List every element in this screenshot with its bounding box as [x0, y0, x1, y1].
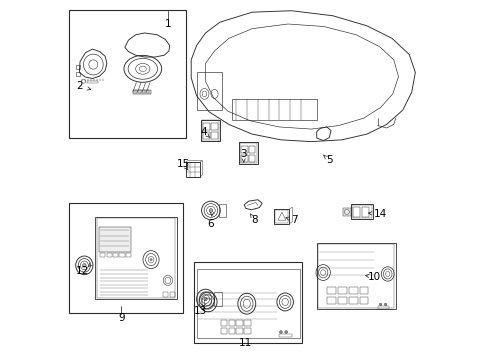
Text: 3: 3 — [240, 149, 246, 159]
Bar — [360, 297, 368, 305]
Bar — [275, 210, 289, 223]
Bar — [107, 253, 112, 257]
Bar — [76, 65, 80, 69]
Ellipse shape — [209, 209, 213, 212]
Text: 5: 5 — [326, 155, 333, 165]
Bar — [196, 269, 300, 338]
Bar — [274, 209, 290, 224]
Ellipse shape — [204, 297, 207, 301]
Bar — [126, 253, 131, 257]
Ellipse shape — [82, 264, 86, 267]
Bar — [201, 120, 220, 141]
Ellipse shape — [150, 258, 152, 261]
Ellipse shape — [379, 303, 382, 306]
Ellipse shape — [279, 330, 282, 333]
Text: 6: 6 — [208, 219, 214, 229]
Bar — [362, 207, 369, 217]
Bar — [100, 253, 105, 257]
Bar — [196, 72, 222, 110]
Bar — [327, 287, 336, 294]
Ellipse shape — [285, 330, 288, 333]
Bar — [133, 90, 151, 94]
Bar — [245, 320, 251, 326]
Bar — [236, 328, 243, 334]
Bar — [360, 287, 368, 294]
Text: 1: 1 — [165, 19, 171, 29]
Bar — [211, 123, 218, 130]
Bar — [220, 320, 227, 326]
Bar — [249, 145, 255, 153]
Text: 2: 2 — [76, 81, 83, 91]
Text: 15: 15 — [177, 159, 190, 169]
Bar — [219, 204, 226, 217]
Bar — [232, 99, 317, 120]
Bar — [352, 206, 372, 219]
Bar — [171, 292, 175, 297]
Bar — [202, 121, 219, 140]
Bar — [97, 218, 175, 298]
Bar — [194, 262, 302, 343]
Bar — [353, 207, 360, 217]
Bar — [236, 320, 243, 326]
Bar — [214, 292, 222, 306]
Text: 7: 7 — [291, 215, 297, 225]
Bar — [351, 204, 373, 220]
Ellipse shape — [384, 303, 387, 306]
Bar — [143, 90, 146, 93]
Text: 13: 13 — [194, 306, 207, 316]
Text: 9: 9 — [118, 313, 124, 323]
Bar — [95, 217, 177, 299]
Bar — [279, 334, 292, 337]
Bar — [241, 154, 247, 162]
Bar — [241, 145, 247, 153]
Bar — [163, 292, 168, 297]
Bar — [203, 132, 210, 139]
Bar — [147, 90, 149, 93]
Bar — [87, 81, 98, 83]
Bar — [203, 123, 210, 130]
Text: 10: 10 — [368, 272, 381, 282]
Bar — [98, 226, 131, 252]
Bar — [139, 90, 141, 93]
Text: 8: 8 — [251, 215, 258, 225]
Bar — [69, 10, 186, 138]
Bar — [211, 132, 218, 139]
Bar — [228, 328, 235, 334]
Bar — [220, 328, 227, 334]
Text: 4: 4 — [200, 127, 207, 136]
Bar — [76, 72, 80, 76]
Bar — [249, 154, 255, 162]
Bar — [245, 328, 251, 334]
Bar — [186, 162, 200, 177]
Bar — [338, 297, 347, 305]
Bar — [343, 208, 351, 216]
Bar — [120, 253, 124, 257]
Bar — [349, 287, 358, 294]
Bar — [113, 253, 118, 257]
Bar — [240, 143, 257, 163]
Bar — [69, 203, 183, 314]
Text: 12: 12 — [75, 266, 89, 276]
Bar — [318, 244, 394, 308]
Bar — [327, 297, 336, 305]
Bar — [317, 243, 395, 309]
Bar — [228, 320, 235, 326]
Text: 14: 14 — [374, 209, 387, 219]
Bar — [378, 306, 389, 309]
Bar — [135, 90, 137, 93]
Text: 11: 11 — [239, 338, 252, 348]
Bar — [349, 297, 358, 305]
Bar — [239, 142, 258, 164]
Bar — [338, 287, 347, 294]
